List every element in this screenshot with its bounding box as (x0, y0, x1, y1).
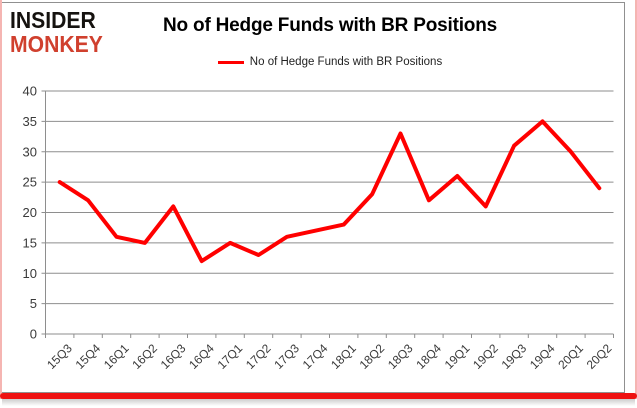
x-axis-label: 19Q4 (527, 341, 558, 372)
y-axis-label: 0 (30, 327, 37, 342)
x-axis-label: 18Q2 (357, 341, 388, 372)
logo-insider-text: INSIDER (10, 7, 96, 33)
x-axis-label: 18Q3 (385, 341, 416, 372)
y-axis-label: 30 (23, 144, 37, 159)
legend-label: No of Hedge Funds with BR Positions (249, 56, 443, 68)
x-axis-label: 16Q4 (186, 341, 217, 372)
x-axis-label: 17Q3 (271, 341, 302, 372)
y-axis-label: 15 (23, 235, 37, 250)
x-axis-label: 18Q1 (328, 341, 359, 372)
x-axis-label: 16Q3 (158, 341, 189, 372)
y-axis-label: 40 (23, 84, 37, 99)
y-axis-label: 35 (23, 114, 37, 129)
x-axis-label: 15Q4 (73, 341, 104, 372)
y-axis-label: 5 (30, 296, 37, 311)
chart-title: No of Hedge Funds with BR Positions (163, 15, 497, 36)
x-axis-label: 19Q1 (442, 341, 473, 372)
x-axis-label: 20Q2 (584, 341, 615, 372)
frame-right-edge (635, 0, 637, 399)
x-axis-label: 20Q1 (555, 341, 586, 372)
legend-line-sample (217, 60, 244, 64)
series-line (57, 119, 602, 264)
x-axis-label: 16Q2 (129, 341, 160, 372)
x-axis-label: 17Q1 (215, 341, 246, 372)
x-axis-label: 19Q3 (499, 341, 530, 372)
chart-legend: No of Hedge Funds with BR Positions (115, 54, 545, 70)
x-axis-label: 18Q4 (413, 341, 444, 372)
frame-left-edge (0, 0, 2, 399)
y-axis-label: 10 (23, 266, 37, 281)
chart-card (2, 2, 625, 393)
y-axis-label: 25 (23, 175, 37, 190)
x-axis-label: 17Q2 (243, 341, 274, 372)
x-axis-label: 16Q1 (101, 341, 132, 372)
frame-bottom-shadow (2, 399, 635, 406)
insider-monkey-logo: INSIDER MONKEY (10, 8, 111, 56)
x-axis-label: 17Q4 (300, 341, 331, 372)
logo-monkey-text: MONKEY (10, 31, 103, 57)
y-axis-label: 20 (23, 205, 37, 220)
x-axis-label: 19Q2 (470, 341, 501, 372)
x-axis-label: 15Q3 (44, 341, 75, 372)
frame-bottom-bar (0, 393, 637, 399)
